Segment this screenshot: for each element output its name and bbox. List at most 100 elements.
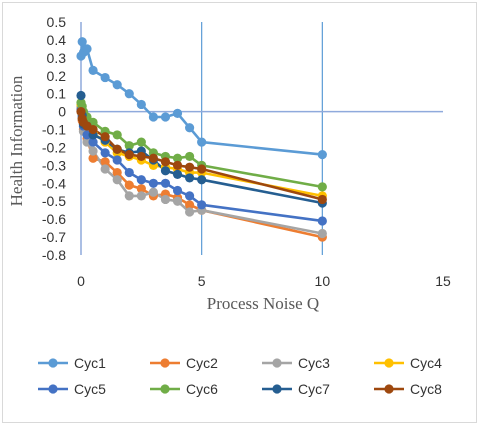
data-point-cyc7 bbox=[172, 169, 183, 179]
axes bbox=[80, 22, 443, 255]
data-point-cyc3 bbox=[172, 196, 183, 206]
legend-swatch-marker bbox=[272, 358, 282, 368]
data-point-cyc1 bbox=[317, 150, 327, 160]
data-point-cyc8 bbox=[317, 194, 327, 205]
x-tick-labels: 0 5 10 15 bbox=[77, 273, 451, 289]
legend-swatch-marker bbox=[272, 384, 282, 394]
y-tick-label: -0.2 bbox=[42, 139, 66, 155]
data-point-cyc5 bbox=[112, 155, 122, 165]
y-tick-label: -0.8 bbox=[42, 247, 66, 263]
y-tick-label: -0.7 bbox=[42, 229, 66, 245]
data-point-cyc3 bbox=[112, 175, 122, 185]
y-tick-label: 0.1 bbox=[47, 86, 67, 102]
data-point-cyc7 bbox=[185, 173, 195, 183]
data-point-cyc5 bbox=[317, 216, 327, 226]
y-tick-label: -0.1 bbox=[42, 122, 66, 138]
y-tick-label: -0.6 bbox=[42, 211, 66, 227]
data-point-cyc3 bbox=[160, 194, 171, 205]
legend-label: Cyc4 bbox=[410, 355, 442, 371]
data-point-cyc5 bbox=[100, 148, 110, 158]
data-point-cyc7 bbox=[76, 90, 86, 101]
legend-item-cyc3: Cyc3 bbox=[262, 355, 330, 371]
data-point-cyc1 bbox=[88, 65, 98, 75]
data-point-cyc1 bbox=[100, 72, 110, 83]
data-point-cyc1 bbox=[112, 80, 122, 90]
data-point-cyc5 bbox=[136, 175, 146, 185]
data-point-cyc2 bbox=[136, 184, 146, 194]
data-point-cyc5 bbox=[172, 185, 183, 196]
legend-swatch-marker bbox=[160, 384, 170, 394]
gridlines bbox=[201, 22, 323, 255]
legend-label: Cyc2 bbox=[186, 355, 218, 371]
data-point-cyc5 bbox=[124, 167, 134, 178]
data-point-cyc6 bbox=[317, 182, 327, 192]
y-tick-label: -0.3 bbox=[42, 157, 66, 173]
y-tick-label: 0.2 bbox=[47, 68, 67, 84]
data-point-cyc8 bbox=[160, 157, 171, 167]
data-point-cyc3 bbox=[185, 207, 195, 217]
data-point-cyc3 bbox=[88, 146, 98, 156]
legend-swatch-marker bbox=[48, 384, 58, 394]
data-point-cyc2 bbox=[124, 180, 134, 190]
data-point-cyc5 bbox=[160, 178, 171, 188]
data-point-cyc2 bbox=[88, 153, 98, 163]
legend-swatch-marker bbox=[384, 384, 394, 394]
x-tick-label: 10 bbox=[315, 273, 331, 289]
data-point-cyc8 bbox=[124, 150, 134, 160]
legend-item-cyc4: Cyc4 bbox=[374, 355, 442, 371]
x-tick-label: 0 bbox=[77, 273, 85, 289]
data-point-cyc8 bbox=[112, 144, 122, 154]
data-point-cyc8 bbox=[88, 124, 98, 135]
legend-item-cyc8: Cyc8 bbox=[374, 381, 442, 397]
data-point-cyc5 bbox=[88, 137, 98, 147]
data-point-cyc8 bbox=[76, 107, 86, 117]
data-point-cyc6 bbox=[172, 153, 183, 163]
data-point-cyc2 bbox=[100, 157, 110, 167]
data-point-cyc8 bbox=[197, 164, 207, 174]
data-point-cyc3 bbox=[148, 187, 158, 197]
data-point-cyc2 bbox=[112, 167, 122, 178]
data-point-cyc1 bbox=[185, 123, 195, 133]
legend: Cyc1 Cyc2 Cyc3 Cyc4 Cyc5 Cyc6 Cyc7 Cyc8 bbox=[38, 355, 442, 397]
legend-label: Cyc5 bbox=[74, 381, 106, 397]
data-point-cyc1 bbox=[82, 44, 92, 54]
y-axis-title: Health Information bbox=[7, 75, 26, 206]
legend-label: Cyc3 bbox=[298, 355, 330, 371]
legend-swatch-marker bbox=[48, 358, 58, 368]
data-point-cyc3 bbox=[100, 164, 110, 174]
series-points bbox=[76, 37, 327, 242]
y-tick-label: 0.3 bbox=[47, 50, 67, 66]
data-point-cyc8 bbox=[136, 151, 146, 162]
data-point-cyc1 bbox=[124, 89, 134, 99]
y-tick-label: 0 bbox=[58, 104, 66, 120]
data-point-cyc6 bbox=[185, 151, 195, 162]
legend-label: Cyc1 bbox=[74, 355, 106, 371]
data-point-cyc5 bbox=[148, 178, 158, 188]
data-point-cyc1 bbox=[197, 137, 207, 147]
y-tick-label: -0.4 bbox=[42, 175, 66, 191]
data-point-cyc6 bbox=[112, 130, 122, 140]
y-tick-label: 0.4 bbox=[47, 32, 67, 48]
legend-item-cyc6: Cyc6 bbox=[150, 381, 218, 397]
data-point-cyc8 bbox=[148, 153, 158, 163]
x-tick-label: 5 bbox=[198, 273, 206, 289]
data-point-cyc7 bbox=[160, 166, 171, 176]
data-point-cyc8 bbox=[185, 162, 195, 172]
data-point-cyc1 bbox=[148, 112, 158, 122]
data-point-cyc6 bbox=[124, 141, 134, 151]
y-tick-label: -0.5 bbox=[42, 193, 66, 209]
data-point-cyc3 bbox=[317, 228, 327, 239]
x-tick-label: 15 bbox=[435, 273, 451, 289]
legend-item-cyc2: Cyc2 bbox=[150, 355, 218, 371]
data-point-cyc7 bbox=[197, 175, 207, 185]
data-point-cyc5 bbox=[185, 191, 195, 201]
legend-swatch-marker bbox=[160, 358, 170, 368]
legend-label: Cyc6 bbox=[186, 381, 218, 397]
data-point-cyc1 bbox=[160, 112, 171, 122]
data-point-cyc6 bbox=[136, 137, 146, 147]
y-tick-label: 0.5 bbox=[47, 14, 67, 30]
legend-item-cyc7: Cyc7 bbox=[262, 381, 330, 397]
data-point-cyc5 bbox=[197, 200, 207, 210]
data-point-cyc8 bbox=[172, 160, 183, 170]
